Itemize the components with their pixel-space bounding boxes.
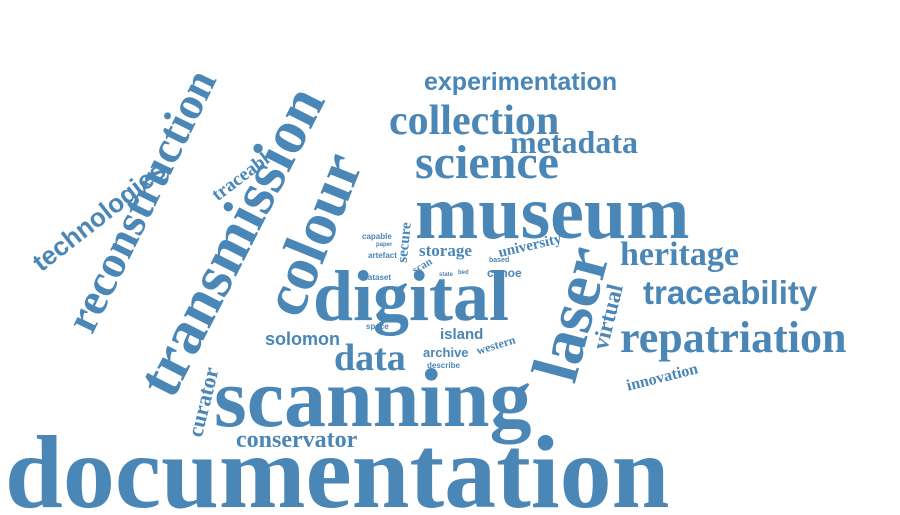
word-capable: capable: [362, 232, 392, 241]
word-describe: describe: [427, 361, 460, 370]
word-experimentation: experimentation: [424, 68, 617, 97]
word-innovation: innovation: [625, 360, 700, 395]
word-bed: bed: [458, 270, 469, 276]
word-heritage: heritage: [620, 236, 739, 274]
word-space: space: [366, 322, 389, 331]
word-traceability: traceability: [643, 274, 817, 312]
word-metadata: metadata: [510, 124, 638, 161]
word-island: island: [440, 326, 483, 343]
word-repatriation: repatriation: [620, 312, 847, 363]
word-data: data: [334, 336, 406, 380]
word-state: state: [439, 272, 453, 278]
word-conservator: conservator: [236, 427, 357, 454]
word-archive: archive: [423, 345, 469, 360]
word-based: based: [489, 257, 509, 264]
word-canoe: canoe: [487, 266, 522, 280]
word-solomon: solomon: [265, 329, 340, 350]
word-paper: paper: [376, 242, 392, 248]
word-dataset: dataset: [363, 273, 391, 282]
word-test: test: [434, 303, 445, 309]
word-artefact: artefact: [368, 251, 397, 260]
